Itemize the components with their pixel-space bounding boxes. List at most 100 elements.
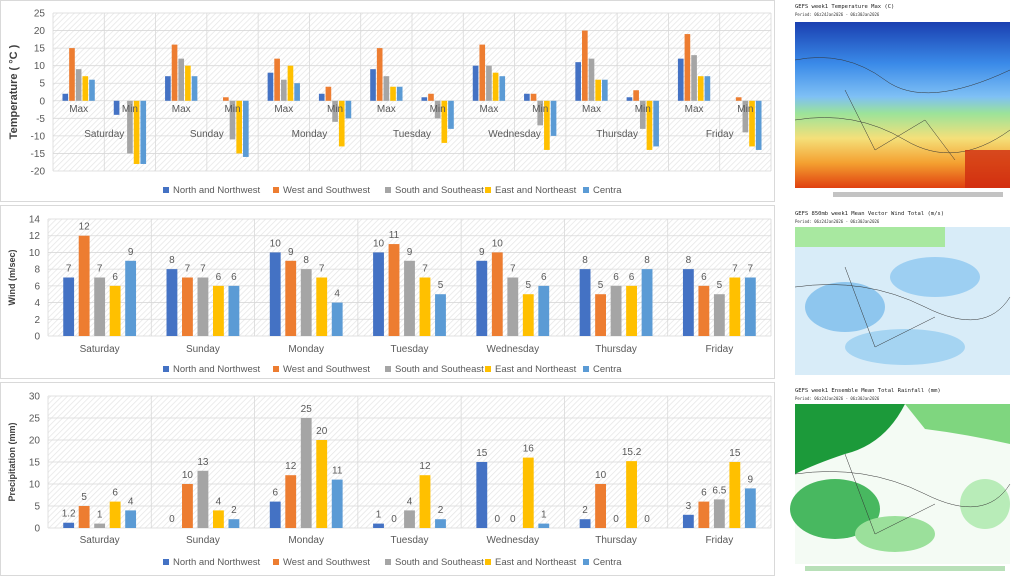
map-period: Period: 06z24Jan2026 - 06z30Jan2026 xyxy=(795,396,880,401)
legend-swatch xyxy=(385,559,391,565)
map-title: GEFS 850mb week1 Mean Vector Wind Total … xyxy=(795,211,945,217)
subcategory-label: Max xyxy=(274,104,293,115)
data-label: 4 xyxy=(407,496,413,507)
bar xyxy=(82,76,89,101)
bar xyxy=(633,90,639,101)
legend-label: East and Northeast xyxy=(495,557,577,568)
y-tick-label: 25 xyxy=(34,9,46,20)
bar xyxy=(285,260,297,336)
legend-swatch xyxy=(583,366,589,372)
bar xyxy=(419,475,431,528)
bar xyxy=(228,285,240,336)
temperature-chart-panel: 25 20 15 10 5 0 -5 -10 -15 -20 Temperature ( °C ) M… xyxy=(0,0,775,202)
bar xyxy=(626,285,637,336)
y-tick-label: 4 xyxy=(34,298,40,309)
y-tick-label: 10 xyxy=(29,480,41,491)
data-label: 6 xyxy=(629,272,635,283)
bar xyxy=(269,501,281,528)
bar xyxy=(390,86,396,101)
bar xyxy=(729,277,741,336)
legend-label: Centra xyxy=(593,557,622,568)
legend-item: North and Northwest xyxy=(163,557,260,568)
data-label: 8 xyxy=(169,255,175,266)
bar xyxy=(133,100,140,164)
legend-swatch xyxy=(163,366,169,372)
legend-swatch xyxy=(385,366,391,372)
legend-item: Centra xyxy=(583,185,622,196)
bar xyxy=(507,277,519,336)
category-label: Monday xyxy=(288,344,324,355)
data-label: 6 xyxy=(701,488,707,499)
bar xyxy=(316,277,328,336)
bar xyxy=(62,93,69,101)
legend-label: South and Southeast xyxy=(395,557,484,568)
bar xyxy=(653,100,659,147)
data-label: 10 xyxy=(595,470,607,481)
data-label: 5 xyxy=(717,280,723,291)
data-label: 8 xyxy=(303,255,309,266)
bar xyxy=(127,100,133,154)
bar xyxy=(492,72,499,101)
data-label: 0 xyxy=(495,514,501,525)
legend-item: South and Southeast xyxy=(385,557,484,568)
bar xyxy=(318,93,325,101)
subcategory-label: Max xyxy=(582,104,601,115)
precipitation-chart-panel: 30 25 20 15 10 5 0 Precipitation (mm) 1.2 0 6 1 15 2 3… xyxy=(0,382,775,576)
y-tick-label: 10 xyxy=(29,248,41,259)
day-label: Friday xyxy=(706,129,734,140)
data-label: 7 xyxy=(185,264,191,275)
bar xyxy=(140,100,147,164)
legend-item: North and Northwest xyxy=(163,185,260,196)
bar xyxy=(575,62,581,101)
legend-item: West and Southwest xyxy=(273,364,370,375)
data-label: 12 xyxy=(419,461,431,472)
bar xyxy=(396,86,403,101)
bar xyxy=(544,100,550,150)
bar xyxy=(197,470,209,528)
data-label: 13 xyxy=(197,457,209,468)
bar xyxy=(499,76,506,101)
bar xyxy=(223,97,229,101)
legend-swatch xyxy=(485,366,491,372)
day-label: Wednesday xyxy=(488,129,541,140)
bar xyxy=(316,440,328,528)
category-label: Friday xyxy=(705,535,733,546)
data-label: 0 xyxy=(644,514,650,525)
subcategory-label: Min xyxy=(224,104,240,115)
day-label: Sunday xyxy=(190,129,224,140)
data-label: 4 xyxy=(334,289,340,300)
data-label: 15 xyxy=(476,448,488,459)
data-label: 20 xyxy=(316,426,328,437)
legend-label: South and Southeast xyxy=(395,185,484,196)
category-label: Thursday xyxy=(595,535,637,546)
subcategory-label: Max xyxy=(172,104,191,115)
bar xyxy=(274,58,280,101)
bar xyxy=(479,44,486,101)
bar xyxy=(677,58,684,101)
category-label: Tuesday xyxy=(391,344,429,355)
bar xyxy=(300,418,312,528)
subcategory-label: Min xyxy=(532,104,548,115)
data-label: 16 xyxy=(523,444,535,455)
bar xyxy=(639,100,646,129)
y-tick-label: -20 xyxy=(31,167,46,178)
bar xyxy=(691,55,697,101)
legend-item: South and Southeast xyxy=(385,185,484,196)
data-label: 7 xyxy=(319,264,325,275)
bar xyxy=(178,58,185,101)
y-tick-label: 15 xyxy=(29,458,41,469)
y-tick-label: 30 xyxy=(29,392,41,403)
bar xyxy=(113,100,120,115)
map-period: Period: 06z24Jan2026 - 06z30Jan2026 xyxy=(795,219,880,224)
bar xyxy=(602,79,608,101)
y-tick-label: 14 xyxy=(29,215,41,226)
data-label: 2 xyxy=(582,505,588,516)
data-label: 9 xyxy=(128,247,134,258)
bar xyxy=(373,252,384,336)
wind-map-image xyxy=(794,227,1011,375)
bar xyxy=(229,100,236,140)
bar xyxy=(332,100,338,122)
subcategory-label: Min xyxy=(327,104,343,115)
legend-item: East and Northeast xyxy=(485,364,577,375)
data-label: 6 xyxy=(613,272,619,283)
